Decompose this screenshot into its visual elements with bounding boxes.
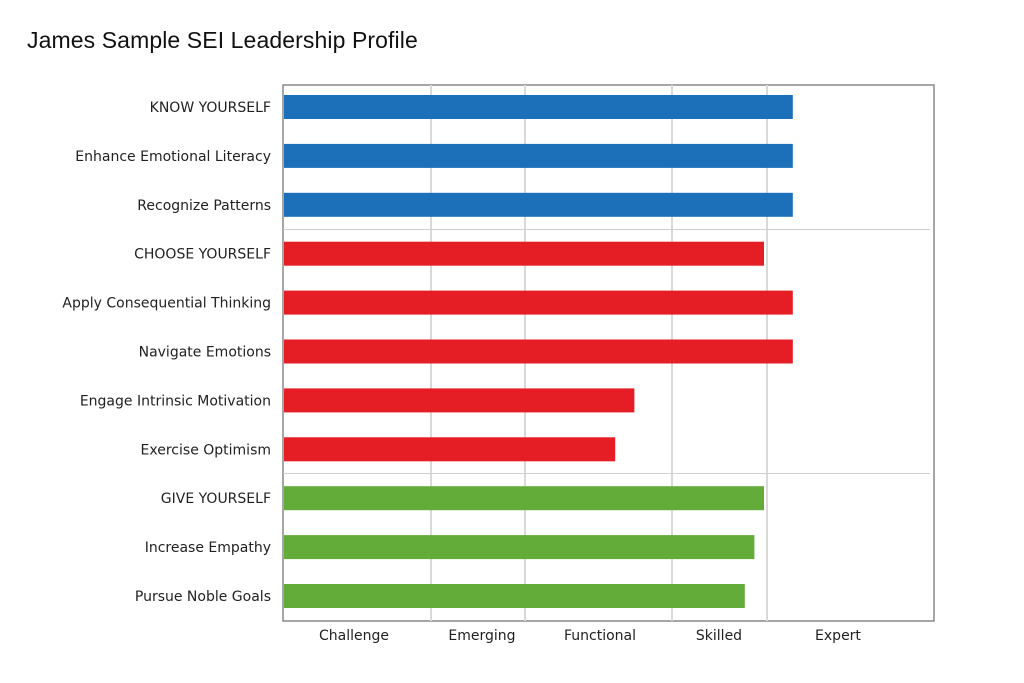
category-label-2: Enhance Emotional Literacy	[75, 149, 271, 165]
category-label-4: CHOOSE YOURSELF	[134, 247, 271, 263]
category-label-8: Exercise Optimism	[141, 442, 271, 458]
bar-1	[284, 95, 793, 119]
category-label-6: Navigate Emotions	[139, 345, 271, 361]
bar-3	[284, 192, 793, 217]
bar-11	[284, 584, 745, 608]
bar-4	[284, 241, 764, 266]
category-label-7: Engage Intrinsic Motivation	[80, 393, 271, 409]
chart-title: James Sample SEI Leadership Profile	[27, 27, 418, 53]
bar-5	[284, 290, 793, 315]
bar-8	[284, 437, 616, 462]
category-label-1: KNOW YOURSELF	[150, 100, 271, 116]
category-label-10: Increase Empathy	[145, 540, 271, 556]
category-label-11: Pursue Noble Goals	[135, 589, 271, 605]
tick-label-skilled: Skilled	[696, 628, 742, 644]
tick-label-functional: Functional	[564, 628, 636, 644]
bar-2	[284, 143, 793, 168]
category-label-5: Apply Consequential Thinking	[62, 296, 271, 312]
bar-7	[284, 388, 635, 413]
category-label-9: GIVE YOURSELF	[161, 491, 271, 507]
bar-9	[284, 486, 764, 511]
bar-6	[284, 339, 793, 364]
tick-label-emerging: Emerging	[448, 628, 515, 644]
tick-label-expert: Expert	[815, 628, 861, 644]
tick-label-challenge: Challenge	[319, 628, 389, 644]
bar-10	[284, 535, 755, 560]
category-label-3: Recognize Patterns	[137, 198, 271, 214]
